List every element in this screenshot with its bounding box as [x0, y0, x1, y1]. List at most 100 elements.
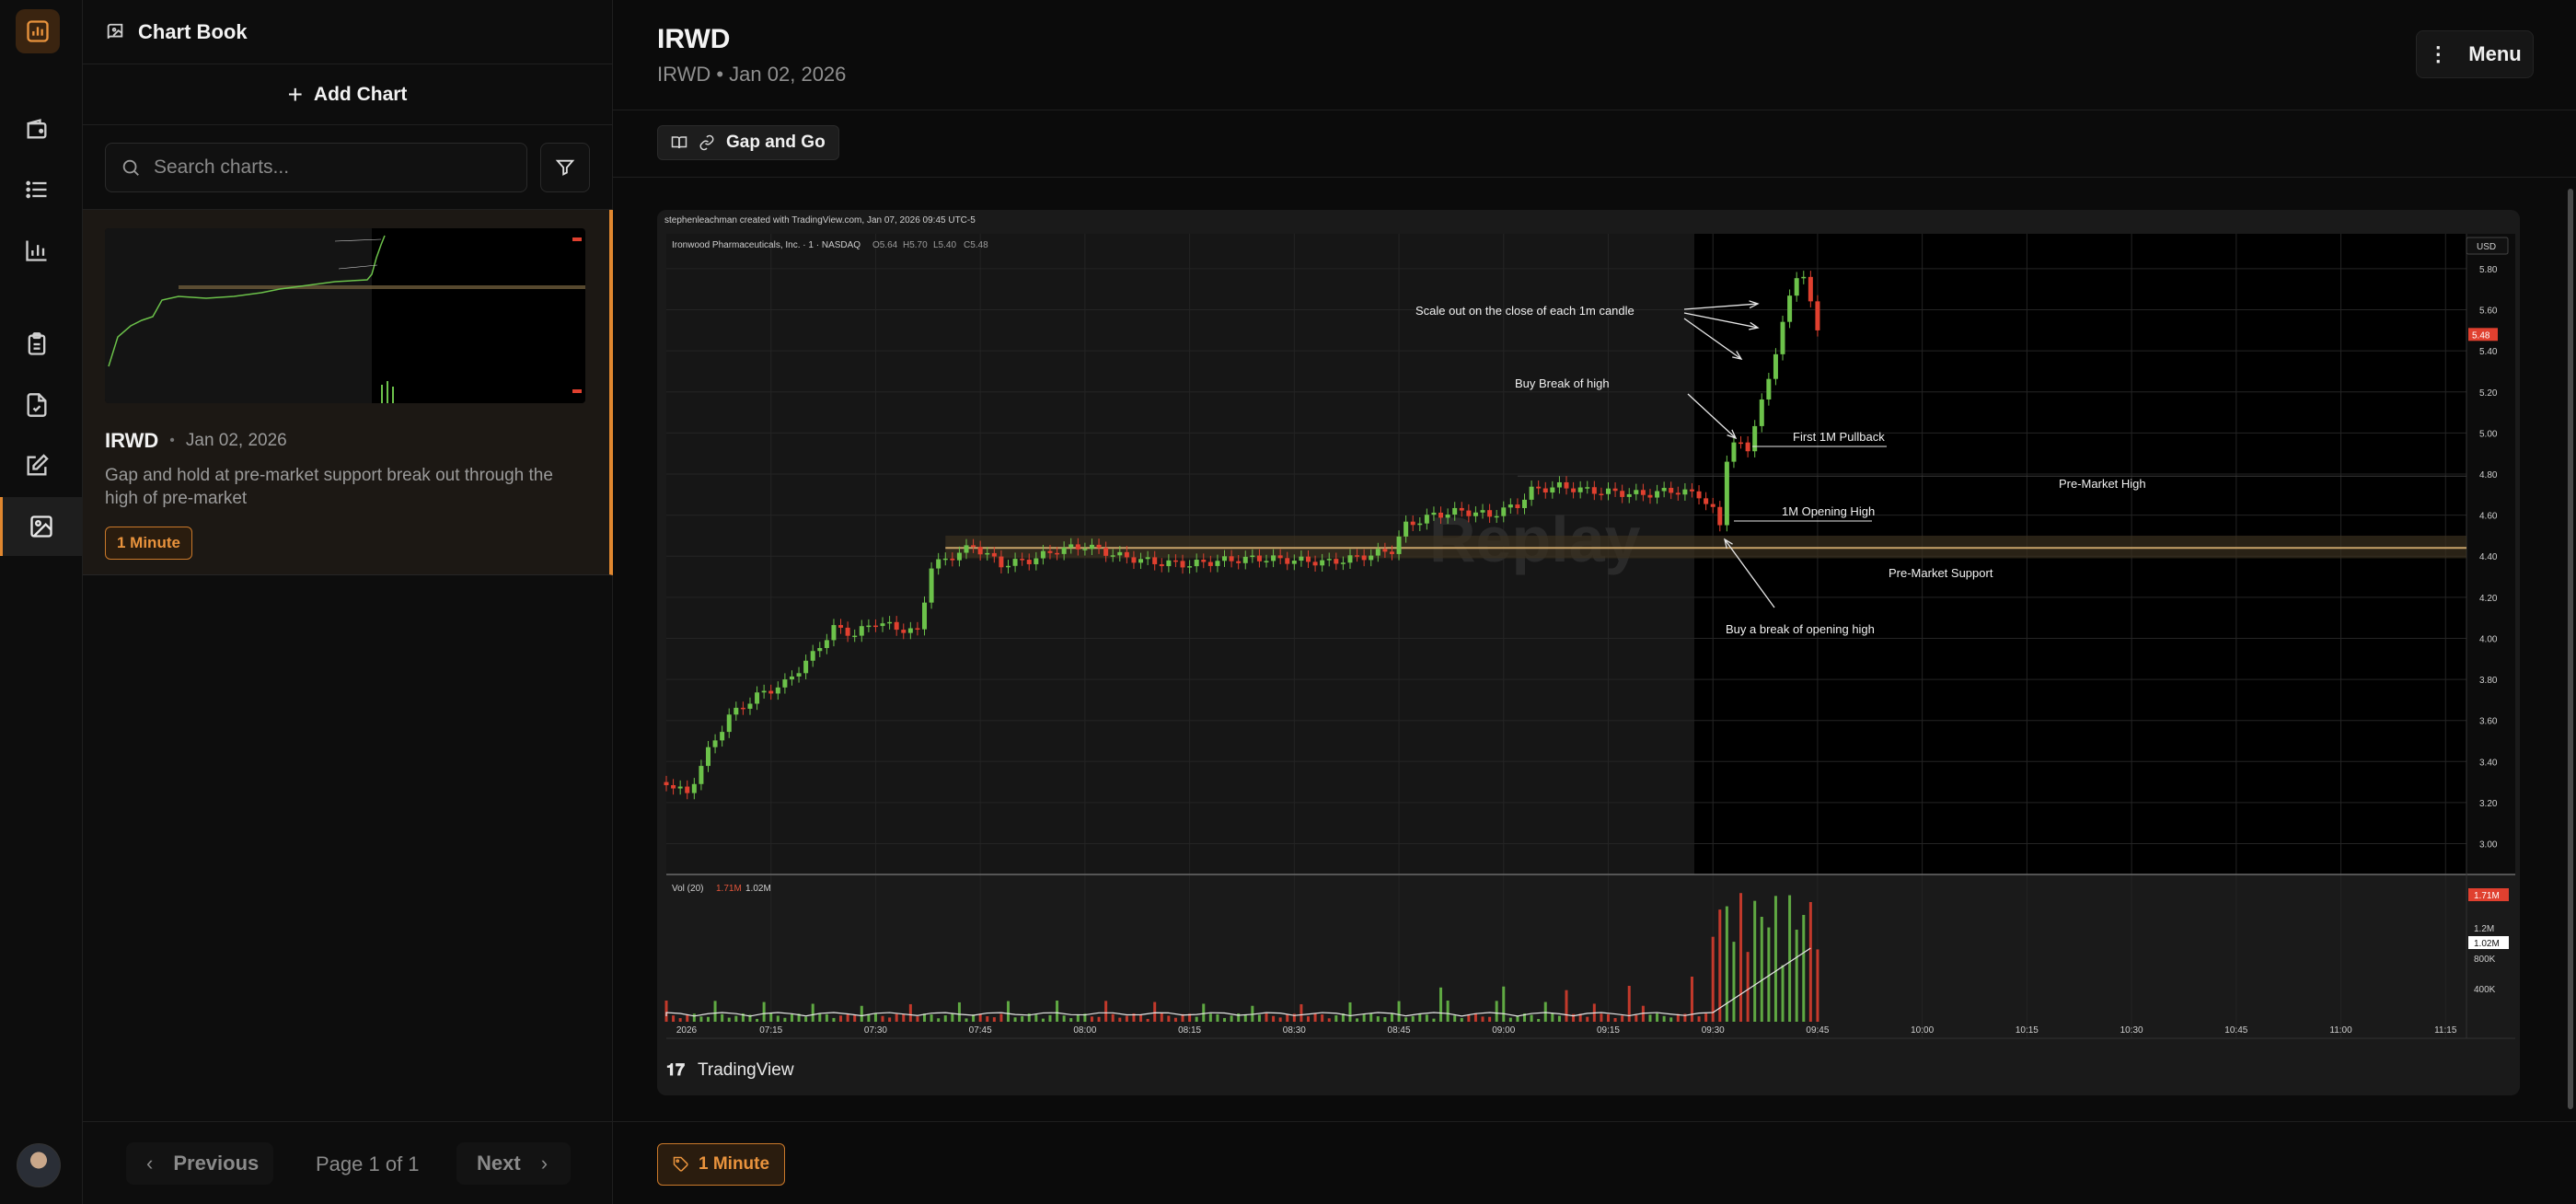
candle — [1605, 488, 1611, 494]
candle — [1466, 510, 1472, 516]
volume-bar — [748, 1014, 752, 1022]
volume-bar — [756, 1018, 759, 1022]
candle — [1264, 561, 1269, 562]
candle — [1612, 488, 1618, 492]
vol-axis-label: 800K — [2474, 955, 2496, 965]
volume-bar — [873, 1013, 877, 1022]
analytics-icon[interactable] — [18, 232, 55, 269]
volume-bar — [1439, 987, 1443, 1022]
arrow-head — [1724, 538, 1733, 549]
candle — [915, 628, 920, 631]
candle — [1752, 425, 1758, 452]
candle — [1655, 491, 1660, 498]
volume-bar — [832, 1017, 836, 1022]
candle — [1487, 510, 1493, 517]
volume-bar — [1578, 1013, 1582, 1022]
volume-bar — [1746, 952, 1750, 1022]
volume-bar — [1083, 1013, 1087, 1022]
candle — [1047, 550, 1053, 553]
candle — [1669, 488, 1674, 493]
next-button[interactable]: Next › — [456, 1142, 571, 1185]
menu-label: Menu — [2468, 42, 2522, 65]
filter-button[interactable] — [540, 143, 590, 192]
volume-bar — [1516, 1015, 1519, 1022]
candle — [1494, 515, 1499, 518]
annotation-first-pullback: First 1M Pullback — [1793, 430, 1885, 444]
ohlc-low: L5.40 — [933, 240, 956, 250]
y-tick-label: 3.40 — [2479, 758, 2498, 768]
candle — [1152, 557, 1158, 564]
candle — [1815, 301, 1820, 330]
volume-bar — [1613, 1017, 1617, 1022]
wallet-icon[interactable] — [18, 110, 55, 147]
edit-icon[interactable] — [18, 447, 55, 484]
candle — [936, 559, 941, 569]
currency-label: USD — [2477, 242, 2496, 252]
search-row — [83, 125, 612, 210]
clipboard-icon[interactable] — [18, 326, 55, 363]
detail-header: IRWD IRWD • Jan 02, 2026 ⋮ Menu — [613, 0, 2576, 110]
volume-bar — [692, 1013, 696, 1022]
candle — [1361, 555, 1367, 561]
candle — [775, 687, 780, 694]
volume-bar — [1773, 896, 1777, 1022]
strategy-chip[interactable]: Gap and Go — [657, 125, 839, 160]
candle — [1369, 555, 1374, 561]
candle — [1591, 487, 1597, 494]
timeframe-tag[interactable]: 1 Minute — [657, 1143, 786, 1186]
pagination: ‹ Previous Page 1 of 1 Next › — [83, 1121, 613, 1204]
file-check-icon[interactable] — [18, 387, 55, 423]
volume-bar — [762, 1001, 766, 1022]
candle — [866, 625, 872, 628]
list-icon[interactable] — [18, 171, 55, 208]
volume-bar — [902, 1013, 906, 1022]
search-field — [105, 143, 528, 192]
x-tick-label: 09:15 — [1597, 1025, 1620, 1036]
card-symbol: IRWD — [105, 429, 159, 452]
previous-button[interactable]: ‹ Previous — [126, 1142, 273, 1185]
volume-bar — [1111, 1013, 1115, 1022]
candle — [1501, 507, 1507, 516]
candle — [942, 558, 948, 561]
volume-bar — [1404, 1017, 1408, 1022]
candle — [671, 784, 676, 789]
link-icon — [699, 134, 714, 151]
candle — [1507, 504, 1513, 508]
chart-card[interactable]: IRWD • Jan 02, 2026 Gap and hold at pre-… — [83, 210, 613, 575]
candle — [1172, 560, 1178, 562]
volume-bar — [957, 1001, 961, 1022]
volume-bar — [699, 1016, 703, 1022]
card-timeframe-tag: 1 Minute — [105, 527, 192, 560]
candle — [1138, 559, 1144, 563]
menu-button[interactable]: ⋮ Menu — [2416, 30, 2534, 78]
candle — [1717, 506, 1723, 526]
volume-bar — [1076, 1013, 1080, 1022]
volume-bar — [1543, 1001, 1547, 1022]
candle — [872, 625, 878, 628]
candle — [1382, 549, 1388, 552]
candle — [1640, 490, 1646, 495]
search-input[interactable] — [154, 156, 527, 179]
annotation-buy-break: Buy Break of high — [1515, 376, 1610, 390]
candle — [1075, 544, 1080, 550]
app-logo-icon[interactable] — [16, 9, 60, 53]
annotation-arrow — [1683, 312, 1759, 329]
x-tick-label: 08:45 — [1388, 1025, 1411, 1036]
strategy-label: Gap and Go — [726, 133, 826, 152]
volume-bar — [1572, 1013, 1576, 1022]
candle — [1564, 481, 1569, 489]
chart-book-icon[interactable] — [0, 497, 83, 556]
volume-bar — [1327, 1018, 1331, 1022]
candle — [956, 552, 962, 561]
candle — [1536, 486, 1542, 489]
add-chart-button[interactable]: + Add Chart — [83, 64, 612, 125]
volume-bar — [1508, 1017, 1512, 1022]
candle — [1542, 488, 1548, 493]
vol-axis-label: 1.71M — [2474, 891, 2500, 901]
y-tick-label: 5.60 — [2479, 307, 2498, 317]
main-scrollbar[interactable] — [2565, 189, 2576, 1118]
user-avatar[interactable] — [17, 1143, 61, 1187]
volume-bar — [881, 1015, 884, 1022]
volume-bar — [1635, 1014, 1638, 1022]
candle — [999, 556, 1004, 568]
